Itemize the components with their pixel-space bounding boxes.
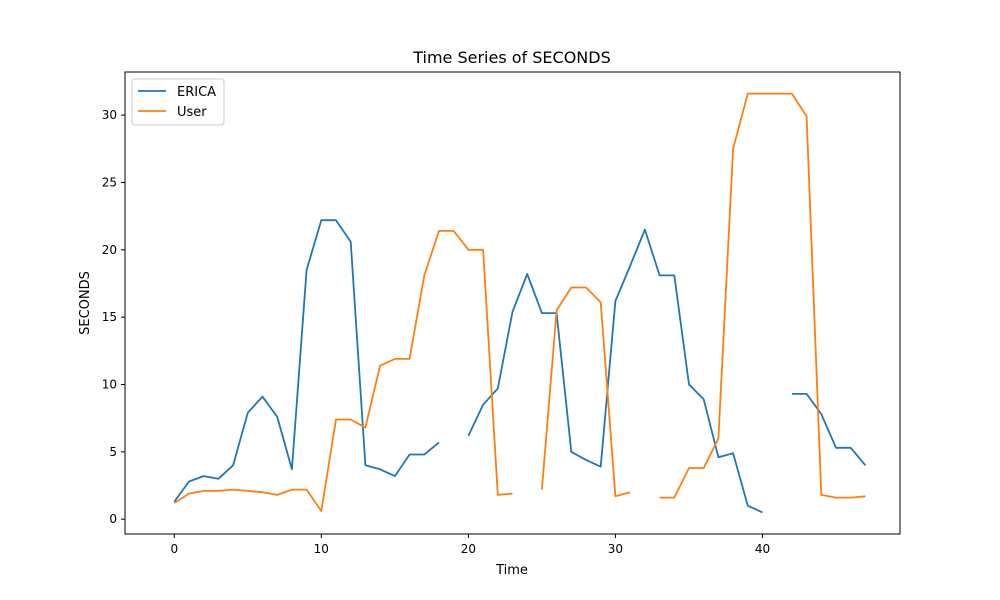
- y-tick-label: 15: [102, 310, 117, 324]
- plot-area: [173, 92, 867, 514]
- chart-title: Time Series of SECONDS: [412, 48, 611, 67]
- series-line-user-segment-3: [659, 92, 866, 499]
- legend-label-erica: ERICA: [177, 85, 216, 100]
- series-line-erica-segment-1: [173, 219, 440, 503]
- y-tick-label: 0: [109, 512, 117, 526]
- legend: ERICA User: [131, 78, 225, 126]
- y-tick-label: 10: [102, 377, 117, 391]
- series-line-user-segment-2: [541, 286, 631, 498]
- series-line-erica-segment-3: [791, 393, 867, 466]
- legend-label-user: User: [177, 105, 207, 120]
- y-axis: 0 5 10 15 20 25 30: [102, 108, 125, 526]
- series-line-erica-segment-2: [467, 228, 763, 514]
- y-tick-label: 20: [102, 243, 117, 257]
- y-tick-label: 5: [109, 445, 117, 459]
- x-tick-label: 30: [608, 542, 623, 556]
- x-axis-label: Time: [495, 563, 528, 578]
- y-tick-label: 30: [102, 108, 117, 122]
- plot-frame: [124, 71, 901, 535]
- x-axis: 0 10 20 30 40: [170, 534, 770, 556]
- x-tick-label: 10: [314, 542, 329, 556]
- x-tick-label: 0: [170, 542, 178, 556]
- y-axis-label: SECONDS: [78, 271, 93, 335]
- x-tick-label: 20: [461, 542, 476, 556]
- y-tick-label: 25: [102, 175, 117, 189]
- series-line-user-segment-1: [173, 230, 513, 512]
- x-tick-label: 40: [755, 542, 770, 556]
